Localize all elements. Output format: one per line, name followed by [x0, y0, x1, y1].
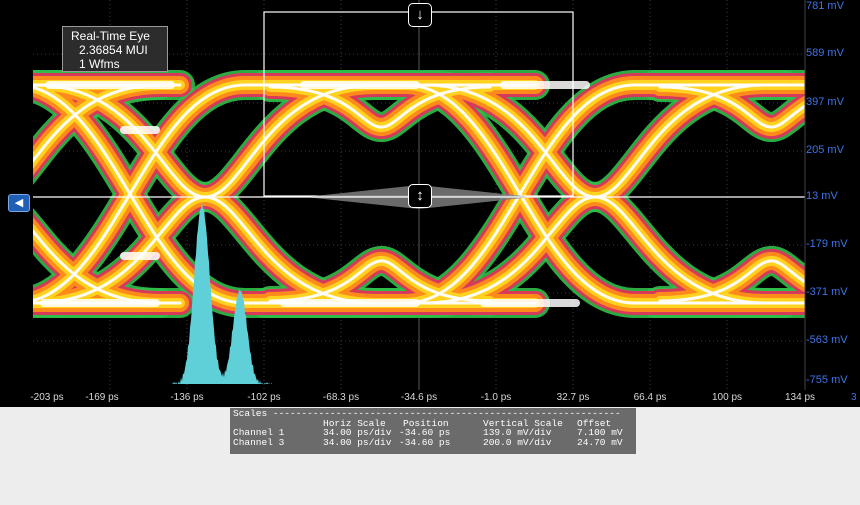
row-channel: Channel 1: [233, 427, 285, 439]
scales-title: Scales ---------------------------------…: [233, 409, 621, 419]
waveform-canvas: [33, 0, 806, 390]
eye-hot-streak: [480, 299, 580, 307]
y-axis-label: 13 mV: [806, 190, 838, 202]
x-axis-label: -102 ps: [247, 392, 281, 403]
x-axis-label: 100 ps: [711, 392, 743, 403]
eye-trace: [268, 85, 492, 129]
header-horiz-scale: Horiz Scale: [323, 417, 386, 429]
y-axis-label: 397 mV: [806, 96, 844, 108]
y-axis-label: 205 mV: [806, 144, 844, 156]
scales-row-channel-3: Channel 3 34.00 ps/div -34.60 ps 200.0 m…: [233, 438, 633, 448]
eye-trace: [403, 83, 787, 305]
eye-hot-streak: [45, 81, 175, 89]
eye-info-box[interactable]: Real-Time Eye 2.36854 MUI 1 Wfms: [62, 26, 168, 72]
y-axis-label: 589 mV: [806, 47, 844, 59]
row-channel: Channel 3: [233, 436, 285, 448]
x-axis-label: -136 ps: [170, 392, 204, 403]
channel-marker-icon[interactable]: ◀: [8, 194, 30, 212]
eye-hot-streak: [300, 81, 420, 89]
x-axis-label: -1.0 ps: [480, 392, 512, 403]
row-offset: 24.70 mV: [577, 436, 623, 448]
header-vertical-scale: Vertical Scale: [483, 417, 563, 429]
x-axis-labels: 3 -203 ps -169 ps -136 ps -102 ps -68.3 ps -3…: [0, 390, 860, 407]
row-horiz: 34.00 ps/div: [323, 427, 392, 439]
header-position: Position: [403, 417, 449, 429]
eye-trace: [33, 83, 162, 164]
row-offset: 7.100 mV: [577, 427, 623, 439]
eye-trace: [33, 228, 162, 305]
y-axis-label: -563 mV: [806, 334, 848, 346]
eye-trace: [658, 259, 805, 303]
eye-hot-streak: [40, 299, 160, 307]
eye-pattern: [33, 69, 805, 319]
eye-diagram-display[interactable]: Real-Time Eye 2.36854 MUI 1 Wfms ◀ ↓ ↕ 7…: [0, 0, 860, 390]
x-axis-label: 134 ps: [784, 392, 816, 403]
eye-info-title: Real-Time Eye: [71, 29, 150, 43]
header-offset: Offset: [577, 417, 612, 429]
y-axis-label: -371 mV: [806, 286, 848, 298]
arrow-updown-icon[interactable]: ↕: [408, 184, 432, 208]
scales-header-row: Horiz Scale Position Vertical Scale Offs…: [233, 417, 633, 429]
y-axis-label: -755 mV: [806, 374, 848, 386]
eye-hot-streak: [280, 299, 420, 307]
x-axis-label: -68.3 ps: [322, 392, 360, 403]
x-axis-label: 66.4 ps: [633, 392, 667, 403]
row-vertical: 200.0 mV/div: [483, 436, 552, 448]
eye-trace: [658, 85, 805, 129]
x-axis-label: -203 ps: [30, 392, 64, 403]
y-axis-label: 781 mV: [806, 0, 844, 12]
eye-hot-streak: [500, 81, 590, 89]
eye-hot-streak: [120, 126, 160, 134]
row-horiz: 34.00 ps/div: [323, 436, 392, 448]
eye-trace: [268, 259, 492, 303]
eye-trace: [403, 83, 787, 305]
y-axis-label: -179 mV: [806, 238, 848, 250]
x-axis-label: -169 ps: [85, 392, 119, 403]
scales-row-channel-1: Channel 1 34.00 ps/div -34.60 ps 139.0 m…: [233, 428, 633, 438]
row-vertical: 139.0 mV/div: [483, 427, 552, 439]
histogram: [172, 202, 272, 384]
x-axis-extra: 3: [851, 392, 857, 403]
row-position: -34.60 ps: [399, 427, 451, 439]
x-axis-label: 32.7 ps: [556, 392, 590, 403]
row-position: -34.60 ps: [399, 436, 451, 448]
eye-info-ui-count: 2.36854 MUI: [79, 43, 148, 57]
arrow-down-icon[interactable]: ↓: [408, 3, 432, 27]
eye-info-waveforms: 1 Wfms: [79, 57, 120, 71]
eye-hot-streak: [120, 252, 160, 260]
scales-panel: Scales ---------------------------------…: [230, 408, 636, 454]
x-axis-label: -34.6 ps: [400, 392, 438, 403]
